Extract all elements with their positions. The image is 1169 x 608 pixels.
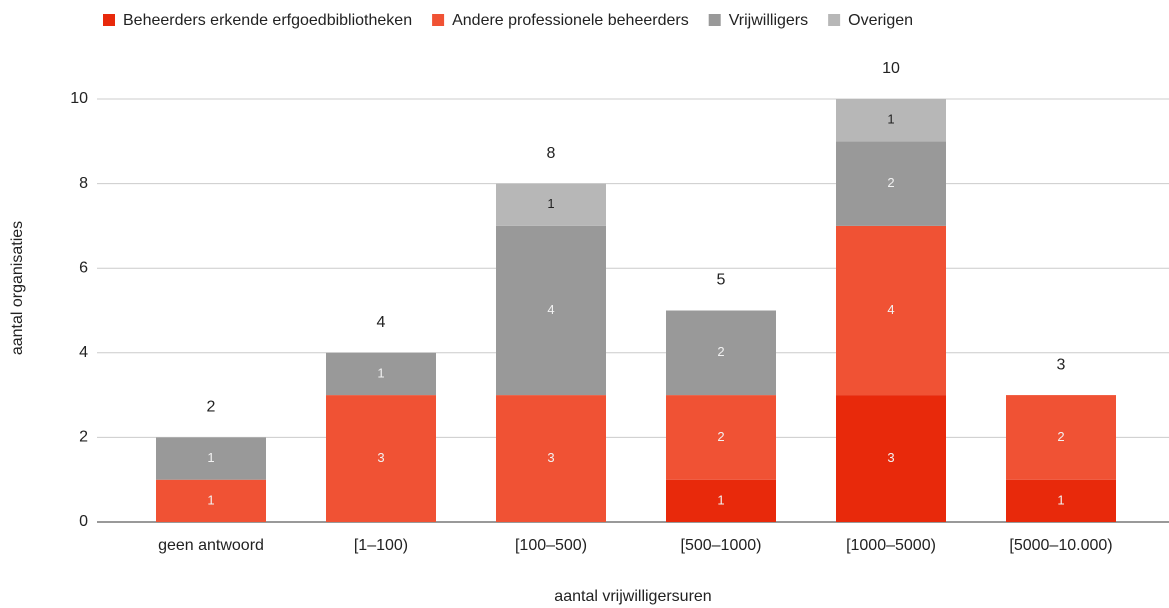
y-tick-label: 4	[79, 344, 88, 361]
x-tick-label: [500–1000)	[681, 537, 762, 554]
segment-label: 3	[887, 450, 894, 465]
segment-label: 2	[717, 429, 724, 444]
legend-label: Vrijwilligers	[729, 12, 808, 29]
bar-segment	[666, 479, 776, 522]
bar-segment	[496, 225, 606, 396]
bar-segment	[836, 99, 946, 142]
y-tick-label: 8	[79, 175, 88, 192]
segment-label: 1	[547, 196, 554, 211]
bar-segment	[836, 395, 946, 522]
segment-label: 4	[547, 302, 554, 317]
bar-segment	[156, 479, 266, 522]
bar-segment	[836, 141, 946, 226]
segment-label: 3	[547, 450, 554, 465]
legend-swatch	[432, 14, 445, 26]
segment-label: 1	[207, 450, 214, 465]
segment-label: 4	[887, 302, 894, 317]
legend-swatch	[708, 14, 721, 26]
x-tick-label: [1000–5000)	[846, 537, 936, 554]
bar-segment	[496, 183, 606, 226]
segment-label: 2	[717, 344, 724, 359]
x-axis-title: aantal vrijwilligersuren	[554, 588, 711, 605]
total-label: 10	[882, 60, 900, 77]
segment-label: 3	[377, 450, 384, 465]
total-label: 4	[377, 314, 386, 331]
legend-label: Overigen	[848, 12, 913, 29]
bar-segment	[326, 352, 436, 396]
x-tick-label: [100–500)	[515, 537, 587, 554]
total-label: 5	[717, 272, 726, 289]
y-tick-label: 0	[79, 513, 88, 530]
x-tick-label: [1–100)	[354, 537, 408, 554]
bar-segment	[326, 395, 436, 522]
segment-label: 1	[377, 365, 384, 380]
segment-label: 1	[887, 112, 894, 127]
bar-segment	[1006, 395, 1116, 480]
total-label: 2	[207, 399, 216, 416]
bar-segment	[666, 395, 776, 480]
segment-label: 1	[207, 492, 214, 507]
y-axis-title: aantal organisaties	[9, 221, 26, 355]
segment-label: 1	[1057, 492, 1064, 507]
total-label: 3	[1057, 356, 1066, 373]
segment-label: 2	[1057, 429, 1064, 444]
bar-segment	[496, 395, 606, 522]
bar-segment	[666, 310, 776, 396]
segment-label: 1	[717, 492, 724, 507]
x-tick-label: geen antwoord	[158, 537, 264, 554]
segment-label: 2	[887, 175, 894, 190]
x-tick-label: [5000–10.000)	[1009, 537, 1112, 554]
legend-label: Beheerders erkende erfgoedbibliotheken	[123, 12, 412, 29]
legend-swatch	[828, 14, 841, 26]
bar-segment	[836, 225, 946, 396]
y-tick-label: 2	[79, 429, 88, 446]
bar-segment	[1006, 479, 1116, 522]
y-tick-label: 10	[70, 90, 88, 107]
total-label: 8	[547, 145, 556, 162]
legend-label: Andere professionele beheerders	[452, 12, 689, 29]
y-tick-label: 6	[79, 259, 88, 276]
bar-segment	[156, 437, 266, 480]
legend-swatch	[103, 14, 115, 26]
